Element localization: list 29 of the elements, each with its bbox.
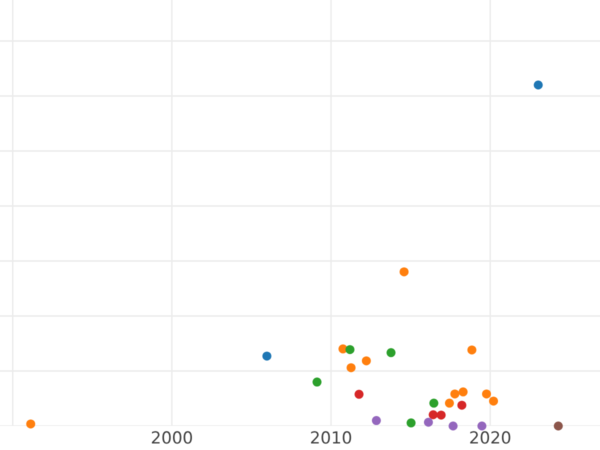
x-tick-label: 2010 — [311, 431, 352, 444]
point — [354, 390, 364, 399]
point — [534, 80, 543, 90]
point — [444, 398, 454, 408]
point — [482, 389, 492, 398]
point — [26, 419, 36, 428]
point — [477, 422, 486, 430]
point — [400, 267, 409, 276]
point — [458, 387, 468, 396]
point — [262, 352, 272, 361]
point — [457, 400, 466, 410]
point — [450, 389, 460, 398]
point — [372, 416, 381, 426]
point — [428, 410, 438, 420]
point — [346, 363, 356, 372]
point — [362, 356, 371, 366]
point — [312, 378, 322, 387]
point — [406, 418, 416, 428]
x-tick-label: 2020 — [470, 431, 510, 444]
point — [386, 348, 396, 358]
point — [448, 422, 458, 430]
point — [489, 396, 498, 406]
point — [467, 345, 476, 354]
point — [436, 410, 446, 420]
point — [424, 418, 433, 427]
x-tick-label: 2000 — [152, 431, 192, 444]
point — [429, 398, 438, 408]
point — [554, 422, 563, 430]
point — [345, 345, 354, 354]
